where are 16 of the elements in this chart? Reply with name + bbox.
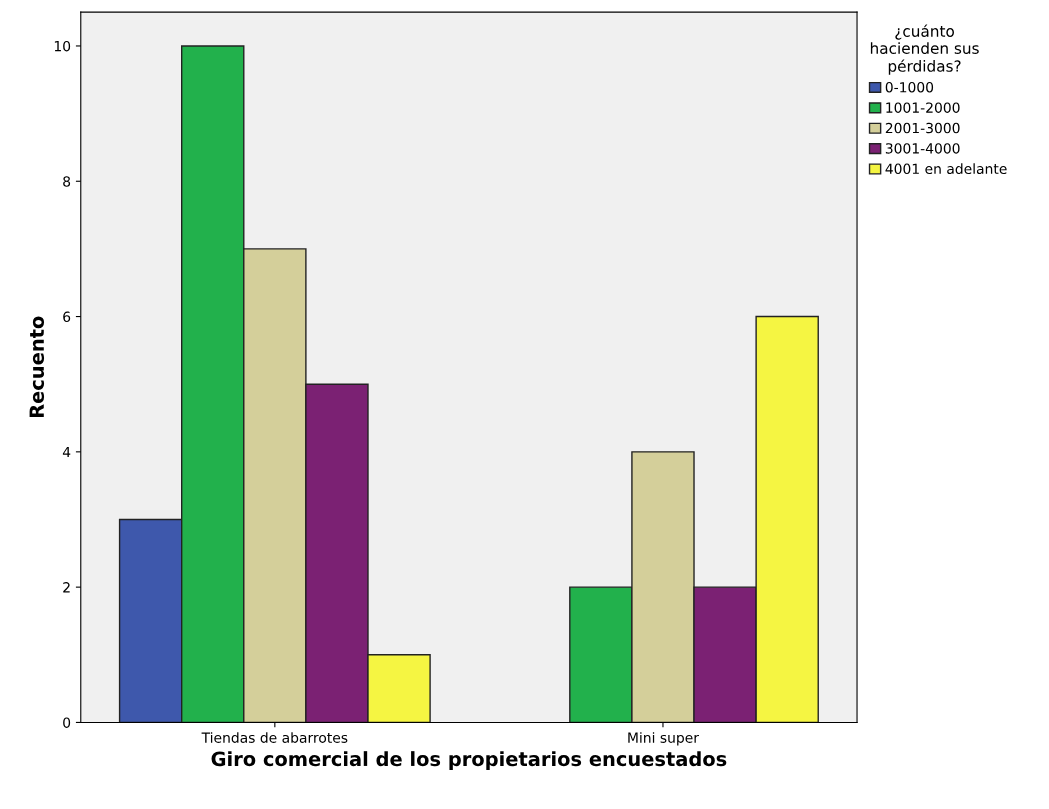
legend-label: 4001 en adelante — [885, 163, 1007, 175]
y-tick-label: 2 — [63, 582, 70, 593]
y-tick-label: 6 — [63, 311, 71, 323]
y-tick-label: 10 — [54, 40, 71, 52]
x-tick-label: Tiendas de abarrotes — [201, 732, 348, 743]
legend-label: 3001-4000 — [885, 143, 960, 154]
legend-title: ¿cuánto hacienden sus pérdidas? — [870, 24, 979, 75]
legend-label: 0-1000 — [885, 81, 934, 93]
x-tick-label: Mini super — [628, 732, 699, 746]
legend-label: 2001-3000 — [885, 122, 960, 134]
y-tick-label: 4 — [62, 447, 71, 458]
x-axis-title: Giro comercial de los propietarios encuestados — [211, 751, 727, 770]
y-tick-label: 8 — [63, 176, 71, 187]
legend-label: 1001-2000 — [886, 102, 960, 113]
y-tick-label: 0 — [63, 717, 71, 728]
y-axis-title: Recuento — [29, 316, 45, 418]
